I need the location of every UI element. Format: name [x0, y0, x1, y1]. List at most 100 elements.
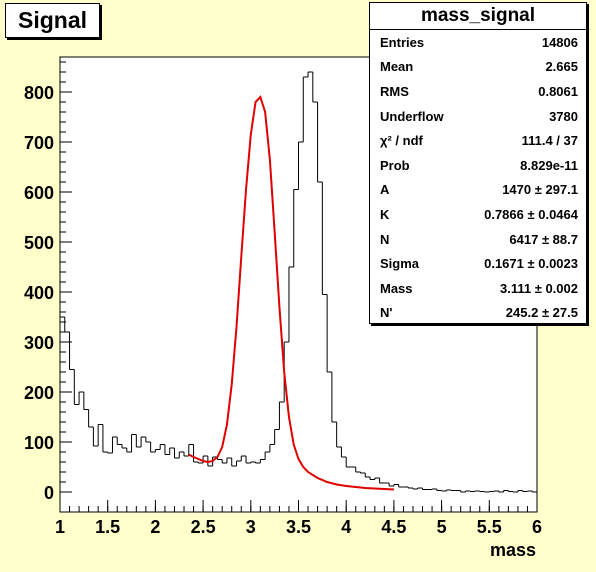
x-tick-label: 2 — [150, 517, 160, 537]
stats-row: Mean 2.665 — [370, 55, 586, 80]
histogram-bin — [245, 456, 251, 464]
histogram-bin — [312, 72, 318, 103]
histogram-bin — [145, 437, 151, 443]
stats-value: 1470 ± 297.1 — [502, 182, 578, 198]
stats-label: A — [380, 182, 390, 198]
histogram-bin — [412, 488, 418, 490]
y-tick-label: 300 — [24, 333, 54, 353]
histogram-bin — [340, 447, 347, 458]
stats-row: N' 245.2 ± 27.5 — [370, 301, 586, 326]
fit-curve — [188, 95, 394, 491]
histogram-bin — [469, 491, 475, 492]
histogram-bin — [126, 448, 132, 453]
histogram-bin — [445, 489, 452, 491]
histogram-bin — [507, 490, 514, 492]
stats-label: Prob — [380, 157, 410, 173]
histogram-bin — [364, 473, 371, 478]
histogram-bin — [379, 478, 385, 484]
histogram-bin — [288, 266, 294, 342]
histogram-bin — [92, 427, 99, 447]
stats-row: A 1470 ± 297.1 — [370, 178, 586, 203]
histogram-bin — [188, 444, 194, 456]
histogram-bin — [231, 458, 237, 467]
stats-row: Mass 3.111 ± 0.002 — [370, 276, 586, 301]
stats-row: Entries 14806 — [370, 30, 586, 55]
histogram-bin — [317, 102, 323, 183]
y-tick-label: 500 — [24, 233, 54, 253]
stats-value: 8.829e-11 — [520, 157, 578, 173]
histogram-bin — [73, 369, 80, 405]
stats-label: Sigma — [380, 256, 420, 272]
x-tick-label: 6 — [532, 517, 542, 537]
histogram-bin — [474, 490, 480, 492]
histogram-bin — [498, 491, 504, 493]
histogram-bin — [431, 488, 437, 490]
stats-value: 3780 — [549, 108, 578, 124]
stats-value: 245.2 ± 27.5 — [505, 305, 578, 321]
histogram-bin — [255, 462, 261, 464]
histogram-bin — [178, 451, 185, 458]
stats-label: K — [380, 206, 390, 222]
histogram-bin — [293, 189, 299, 267]
x-tick-label: 5.5 — [477, 517, 502, 537]
stats-rows: Entries 14806 Mean 2.665 RMS 0.8061 Underflow 3… — [370, 30, 586, 325]
histogram-bin — [221, 459, 227, 464]
histogram-bin — [484, 491, 490, 493]
histogram-bin — [183, 452, 189, 457]
chart-title: Signal — [5, 3, 100, 38]
histogram-bin — [226, 457, 232, 463]
stats-value: 6417 ± 88.7 — [509, 231, 578, 247]
stats-label: Mass — [380, 280, 413, 296]
histogram-bin — [107, 452, 113, 454]
histogram-bin — [503, 490, 509, 492]
histogram-bin — [522, 490, 528, 492]
histogram-bin — [479, 491, 485, 492]
x-axis-title: mass — [490, 540, 536, 560]
y-axis: 0 100 200 300 400 500 600 700 800 — [24, 61, 72, 503]
stats-value: 2.665 — [545, 59, 578, 75]
stats-label: RMS — [380, 83, 409, 99]
histogram-bin — [460, 490, 466, 493]
histogram-bin — [526, 490, 533, 492]
histogram-bin — [302, 76, 309, 142]
x-tick-label: 3.5 — [286, 517, 311, 537]
stats-label: Underflow — [380, 108, 444, 124]
histogram-bin — [159, 444, 165, 450]
histogram-bin — [169, 447, 175, 455]
histogram-bin — [69, 332, 75, 370]
stats-row: χ² / ndf 111.4 / 37 — [370, 128, 586, 153]
y-tick-label: 800 — [24, 83, 54, 103]
histogram-bin — [131, 434, 137, 452]
histogram-bin — [321, 182, 328, 295]
x-tick-label: 3 — [246, 517, 256, 537]
histogram-bin — [436, 489, 442, 491]
histogram-bin — [269, 444, 275, 452]
histogram-bin — [121, 444, 127, 449]
histogram-bin — [422, 488, 428, 490]
histogram-bin — [78, 391, 84, 405]
stats-label: Entries — [380, 34, 425, 50]
histogram-bin — [417, 487, 423, 489]
histogram-bin — [235, 460, 242, 466]
stats-value: 3.111 ± 0.002 — [500, 280, 578, 296]
histogram-bin — [369, 477, 375, 480]
histogram-bin — [111, 436, 118, 453]
y-tick-label: 600 — [24, 183, 54, 203]
x-tick-label: 4.5 — [381, 517, 406, 537]
stats-value: 0.7866 ± 0.0464 — [484, 206, 578, 222]
histogram-bin — [154, 449, 161, 452]
stats-title: mass_signal — [370, 3, 586, 30]
histogram-bin — [102, 424, 108, 453]
histogram-bin — [360, 472, 366, 474]
y-tick-label: 700 — [24, 133, 54, 153]
stats-row: Underflow 3780 — [370, 104, 586, 129]
histogram-bin — [259, 459, 266, 463]
histogram-bin — [388, 483, 394, 487]
histogram-bin — [407, 487, 413, 489]
stats-row: Sigma 0.1671 ± 0.0023 — [370, 251, 586, 276]
histogram-bin — [197, 462, 204, 464]
stats-value: 0.8061 — [538, 83, 578, 99]
y-tick-label: 200 — [24, 383, 54, 403]
x-tick-label: 1.5 — [95, 517, 120, 537]
histogram-bin — [307, 71, 313, 77]
